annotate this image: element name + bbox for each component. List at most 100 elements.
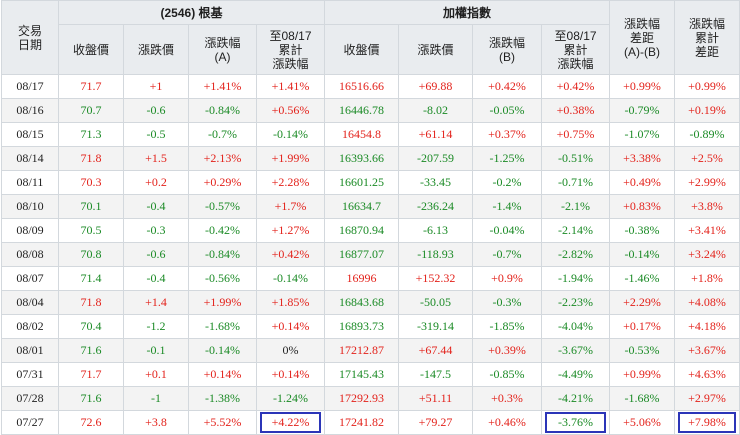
cell-stock-close: 70.5	[58, 218, 124, 243]
cell-date: 08/09	[1, 218, 59, 243]
cell-index-close: 16516.66	[324, 74, 400, 99]
cell-index-close: 16446.78	[324, 98, 400, 123]
cell-stock-change: -0.6	[123, 98, 189, 123]
cell-spread: +3.38%	[609, 146, 676, 171]
cell-index-close: 16601.25	[324, 170, 400, 195]
cell-stock-cum: -1.24%	[255, 386, 326, 411]
cell-spread: -0.53%	[609, 338, 676, 363]
cell-spread: -0.14%	[609, 242, 676, 267]
cell-index-pct: +0.42%	[472, 74, 543, 99]
cell-index-pct: +0.37%	[472, 122, 543, 147]
header-stock-group: (2546) 根基	[57, 0, 326, 25]
cell-index-close: 16634.7	[324, 194, 400, 219]
cell-date: 08/11	[1, 170, 59, 195]
cell-cum-spread: +7.98%	[674, 410, 740, 435]
header-date-label: 交易 日期	[17, 23, 42, 52]
table-row: 08/01 71.6 -0.1 -0.14% 0% 17212.87 +67.44 +0.39…	[1, 338, 740, 363]
cell-stock-pct: -0.14%	[188, 338, 257, 363]
cell-stock-cum: +1.99%	[255, 146, 326, 171]
header-cum-spread-label: 漲跌幅 累計 差距	[689, 16, 726, 59]
cell-cum-spread: +3.41%	[674, 218, 740, 243]
header-index-pct-label: 漲跌幅 (B)	[489, 35, 526, 64]
table-row: 07/27 72.6 +3.8 +5.52% +4.22% 17241.82 +79.27 +…	[1, 410, 740, 435]
cell-stock-pct: -0.7%	[188, 122, 257, 147]
cell-index-close: 17145.43	[324, 362, 400, 387]
cell-index-cum: +0.42%	[541, 74, 611, 99]
cell-stock-change: -0.5	[123, 122, 189, 147]
cell-index-change: +67.44	[398, 338, 474, 363]
cell-index-cum: -2.1%	[541, 194, 611, 219]
cell-spread: +0.99%	[609, 74, 676, 99]
table-row: 08/04 71.8 +1.4 +1.99% +1.85% 16843.68 -50.05-…	[1, 290, 740, 315]
cell-date: 07/27	[1, 410, 59, 435]
cell-index-change: -319.14	[398, 314, 474, 339]
header-index-cum: 至08/17 累計 漲跌幅	[541, 24, 611, 75]
cell-date: 08/01	[1, 338, 59, 363]
cell-index-cum: -1.94%	[541, 266, 611, 291]
cell-date: 08/08	[1, 242, 59, 267]
cell-index-pct: -1.85%	[472, 314, 543, 339]
cell-date: 08/07	[1, 266, 59, 291]
header-spread: 漲跌幅 差距 (A)-(B)	[609, 0, 676, 75]
header-stock-pct-label: 漲跌幅 (A)	[204, 35, 241, 64]
cell-index-pct: +0.39%	[472, 338, 543, 363]
cell-stock-change: +0.2	[123, 170, 189, 195]
header-index-group: 加權指數	[324, 0, 611, 25]
cell-index-change: -118.93	[398, 242, 474, 267]
cell-index-cum: -2.82%	[541, 242, 611, 267]
cell-stock-cum: +0.14%	[255, 362, 326, 387]
table-row: 08/14 71.8 +1.5 +2.13% +1.99% 16393.66 -207.59…	[1, 146, 740, 171]
cell-index-cum: +0.75%	[541, 122, 611, 147]
cell-index-change: +152.32	[398, 266, 474, 291]
cell-spread: -1.07%	[609, 122, 676, 147]
cell-stock-close: 70.8	[58, 242, 124, 267]
cell-index-pct: +0.9%	[472, 266, 543, 291]
cell-date: 08/14	[1, 146, 59, 171]
cell-index-change: +69.88	[398, 74, 474, 99]
cell-stock-close: 71.8	[58, 290, 124, 315]
cell-cum-spread: +1.8%	[674, 266, 740, 291]
header-stock-close-label: 收盤價	[72, 42, 109, 57]
cell-spread: +0.49%	[609, 170, 676, 195]
table-row: 08/07 71.4 -0.4 -0.56% -0.14% 16996 +152.32 +0.…	[1, 266, 740, 291]
cell-stock-pct: +5.52%	[188, 410, 257, 435]
cell-cum-spread: +2.5%	[674, 146, 740, 171]
cell-index-cum: -4.04%	[541, 314, 611, 339]
cell-index-close: 17292.93	[324, 386, 400, 411]
cell-stock-close: 72.6	[58, 410, 124, 435]
cell-index-pct: +0.3%	[472, 386, 543, 411]
cell-stock-change: -1.2	[123, 314, 189, 339]
cell-index-cum: -0.51%	[541, 146, 611, 171]
cell-stock-close: 70.1	[58, 194, 124, 219]
cell-stock-change: -1	[123, 386, 189, 411]
cell-spread: +0.99%	[609, 362, 676, 387]
cell-stock-pct: +0.14%	[188, 362, 257, 387]
cell-cum-spread: +0.99%	[674, 74, 740, 99]
table-row: 08/17 71.7 +1 +1.41% +1.41% 16516.66 +69.88 +0.…	[1, 74, 740, 99]
cell-index-close: 16843.68	[324, 290, 400, 315]
cell-index-pct: -0.04%	[472, 218, 543, 243]
cell-stock-pct: +1.99%	[188, 290, 257, 315]
cell-index-cum: -4.21%	[541, 386, 611, 411]
cell-stock-pct: +0.29%	[188, 170, 257, 195]
header-stock-cum-label: 至08/17 累計 漲跌幅	[269, 28, 312, 71]
cell-stock-change: -0.4	[123, 266, 189, 291]
cell-stock-pct: -0.56%	[188, 266, 257, 291]
cell-index-change: -8.02	[398, 98, 474, 123]
cell-index-pct: -1.25%	[472, 146, 543, 171]
cell-stock-close: 71.4	[58, 266, 124, 291]
cell-index-pct: -0.05%	[472, 98, 543, 123]
cell-index-change: +79.27	[398, 410, 474, 435]
cell-index-close: 17241.82	[324, 410, 400, 435]
cell-cum-spread: +4.18%	[674, 314, 740, 339]
table-row: 08/08 70.8 -0.6 -0.84% +0.42% 16877.07 -118.93…	[1, 242, 740, 267]
header-index-change-label: 漲跌價	[417, 42, 454, 57]
cell-index-change: +51.11	[398, 386, 474, 411]
cell-stock-cum: +0.56%	[255, 98, 326, 123]
cell-date: 08/17	[1, 74, 59, 99]
cell-date: 07/28	[1, 386, 59, 411]
cell-stock-cum: -0.14%	[255, 266, 326, 291]
cell-spread: -1.68%	[609, 386, 676, 411]
